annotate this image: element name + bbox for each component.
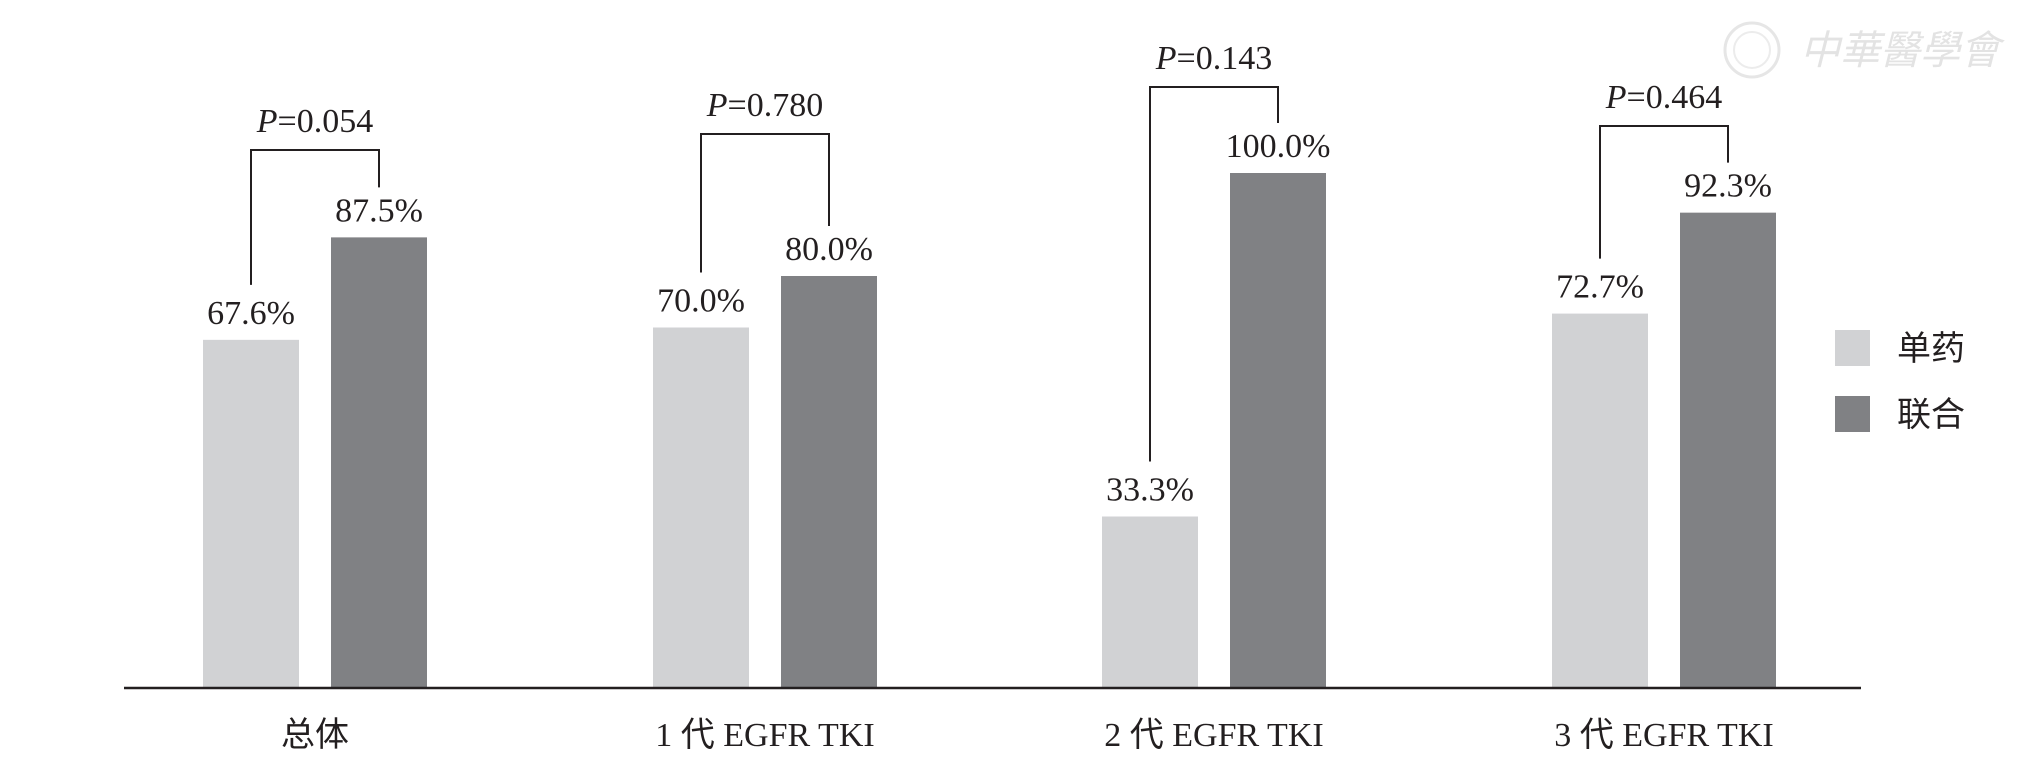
- data-label: 92.3%: [1684, 168, 1772, 205]
- data-label: 67.6%: [207, 295, 295, 332]
- legend-swatch: [1835, 330, 1870, 366]
- watermark-text: 中華醫學會: [1800, 28, 2005, 73]
- bar-mono-1: [653, 327, 749, 688]
- bar-mono-2: [1102, 516, 1198, 688]
- category-label: 3 代 EGFR TKI: [1554, 717, 1773, 754]
- bar-mono-3: [1552, 313, 1648, 688]
- significance-bracket: [700, 133, 830, 273]
- significance-bracket: [1599, 125, 1729, 259]
- data-label: 70.0%: [657, 283, 745, 320]
- legend-label: 单药: [1897, 330, 1965, 368]
- p-value-label: P=0.143: [1155, 40, 1272, 77]
- category-label: 总体: [281, 716, 349, 754]
- bar-combo-0: [331, 237, 427, 688]
- bar-combo-3: [1680, 212, 1776, 688]
- legend-swatch: [1835, 396, 1870, 432]
- data-label: 80.0%: [785, 231, 873, 268]
- data-label: 100.0%: [1226, 128, 1331, 165]
- bar-combo-1: [781, 276, 877, 688]
- data-label: 87.5%: [335, 192, 423, 229]
- data-label: 33.3%: [1106, 472, 1194, 509]
- data-label: 72.7%: [1556, 269, 1644, 306]
- significance-bracket: [1149, 86, 1279, 462]
- category-label: 2 代 EGFR TKI: [1104, 717, 1323, 754]
- legend-label: 联合: [1897, 396, 1965, 434]
- bar-combo-2: [1230, 173, 1326, 688]
- p-value-label: P=0.054: [256, 103, 373, 140]
- watermark-logo: 中華醫學會: [1723, 21, 2005, 79]
- p-value-label: P=0.780: [706, 87, 823, 124]
- category-label: 1 代 EGFR TKI: [655, 717, 874, 754]
- significance-bracket: [250, 149, 380, 285]
- p-value-label: P=0.464: [1605, 79, 1722, 116]
- bar-mono-0: [203, 339, 299, 688]
